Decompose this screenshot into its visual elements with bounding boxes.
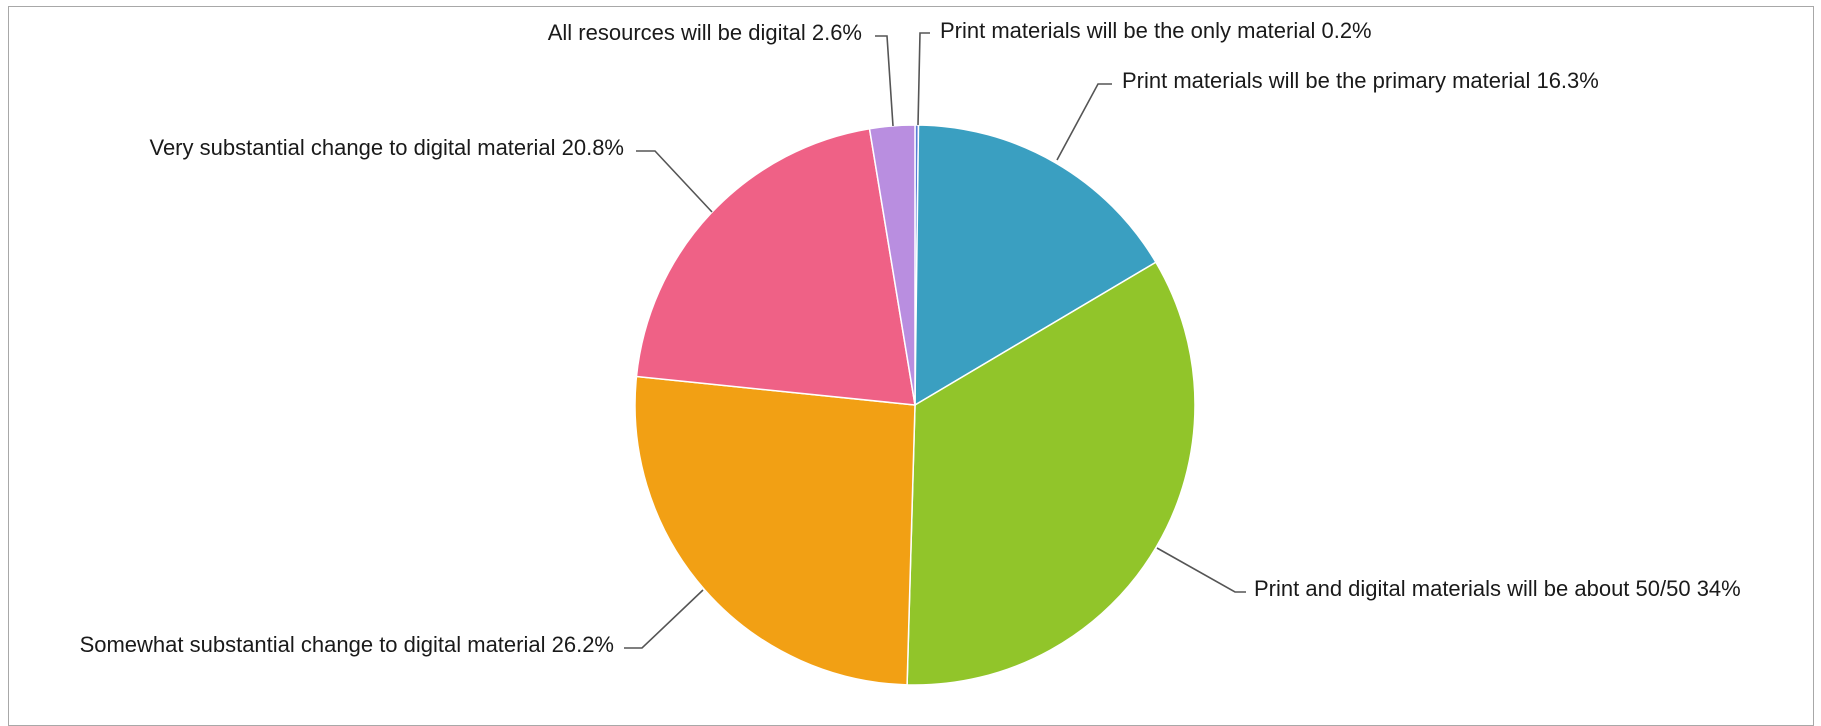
- leader-lines-layer: [624, 32, 1246, 649]
- slice-labels-layer: Print materials will be the only materia…: [80, 18, 1741, 657]
- slice-label-5: Very substantial change to digital mater…: [149, 135, 624, 160]
- pie-chart: Print materials will be the only materia…: [80, 18, 1741, 686]
- slice-label-1: Print materials will be the only materia…: [940, 18, 1372, 43]
- slice-label-2: Print materials will be the primary mate…: [1122, 68, 1599, 93]
- leader-line-1: [917, 32, 930, 126]
- leader-line-6: [875, 35, 894, 127]
- slices-layer: [634, 124, 1196, 686]
- pie-slice-3: [906, 261, 1196, 686]
- leader-line-4: [624, 589, 704, 649]
- slice-label-6: All resources will be digital 2.6%: [548, 20, 862, 45]
- slice-label-4: Somewhat substantial change to digital m…: [80, 632, 614, 657]
- pie-slice-5: [635, 127, 916, 406]
- pie-slice-6: [868, 124, 916, 406]
- slice-label-3: Print and digital materials will be abou…: [1254, 576, 1741, 601]
- pie-slice-2: [914, 124, 1157, 407]
- leader-line-2: [1056, 83, 1112, 161]
- leader-line-3: [1156, 547, 1246, 593]
- pie-slice-4: [634, 375, 916, 686]
- leader-line-5: [636, 150, 713, 213]
